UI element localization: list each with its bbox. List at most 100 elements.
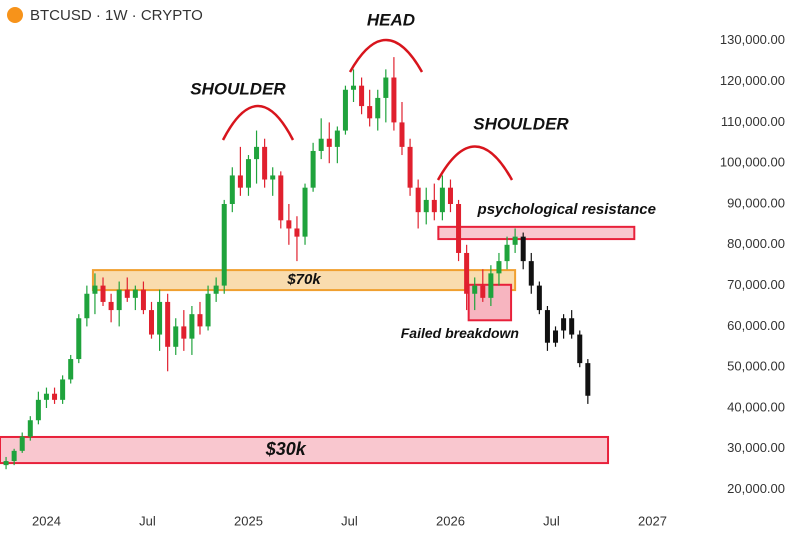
- candle-body: [351, 85, 357, 90]
- candle-body: [375, 97, 381, 119]
- candle-body: [334, 130, 340, 147]
- candle-body: [423, 199, 429, 213]
- head-arc: [348, 38, 424, 73]
- zone-label: Failed breakdown: [401, 325, 519, 341]
- x-tick-label: Jul: [341, 513, 358, 528]
- candle-body: [35, 399, 41, 421]
- candle-body: [245, 159, 251, 188]
- candle-body: [100, 285, 106, 302]
- candle-body: [76, 318, 82, 360]
- candle-body: [237, 175, 243, 188]
- candle-body: [383, 77, 389, 98]
- zone-label: psychological resistance: [477, 201, 656, 218]
- candle-body: [278, 175, 284, 221]
- y-tick-label: 100,000.00: [720, 155, 785, 170]
- candle-body: [447, 187, 453, 204]
- candle-body: [132, 289, 138, 298]
- candle-body: [165, 301, 171, 347]
- candle-body: [302, 187, 308, 237]
- candle-body: [19, 436, 25, 451]
- x-tick-label: Jul: [543, 513, 560, 528]
- candle-body: [544, 310, 550, 343]
- candle-body: [512, 236, 518, 245]
- candle-body: [270, 175, 276, 180]
- candle-body: [415, 187, 421, 213]
- candle-body: [68, 359, 74, 380]
- x-tick-label: 2024: [32, 513, 61, 528]
- coin-icon: [7, 7, 23, 23]
- candle-body: [456, 204, 462, 253]
- y-tick-label: 30,000.00: [727, 440, 785, 455]
- y-tick-label: 20,000.00: [727, 481, 785, 496]
- candle-body: [3, 461, 9, 466]
- candle-body: [52, 393, 58, 400]
- candle-body: [585, 363, 591, 396]
- candle-body: [431, 199, 437, 213]
- candle-body: [60, 379, 66, 400]
- candle-body: [181, 326, 187, 339]
- candle-body: [124, 289, 130, 298]
- x-tick-label: 2027: [638, 513, 667, 528]
- y-tick-label: 60,000.00: [727, 318, 785, 333]
- candle-body: [11, 450, 17, 462]
- candle-body: [399, 122, 405, 147]
- annotation: SHOULDER: [473, 114, 569, 133]
- candle-body: [504, 244, 510, 262]
- candle-body: [569, 318, 575, 335]
- candle-body: [520, 236, 526, 262]
- zone-label: $70k: [286, 271, 321, 288]
- x-tick-label: 2026: [436, 513, 465, 528]
- candle-body: [116, 289, 122, 311]
- candle-body: [488, 273, 494, 298]
- zone-label: $30k: [265, 439, 307, 459]
- candle-body: [229, 175, 235, 204]
- annotation: SHOULDER: [190, 79, 286, 98]
- zone: [0, 435, 610, 465]
- y-tick-label: 70,000.00: [727, 277, 785, 292]
- x-tick-label: Jul: [139, 513, 156, 528]
- candle-body: [528, 261, 534, 286]
- candle-body: [407, 146, 413, 188]
- x-tick-label: 2025: [234, 513, 263, 528]
- annotation: HEAD: [367, 10, 415, 29]
- candle-body: [221, 204, 227, 286]
- candle-body: [536, 285, 542, 311]
- candle-body: [286, 220, 292, 229]
- candle-body: [92, 285, 98, 294]
- shoulder-arc: [221, 104, 295, 141]
- candle-body: [148, 310, 155, 335]
- candle-body: [577, 334, 583, 364]
- shoulder-arc: [436, 145, 514, 181]
- y-tick-label: 50,000.00: [727, 359, 785, 374]
- candle-body: [310, 150, 316, 188]
- y-tick-label: 120,000.00: [720, 73, 785, 88]
- zone: [437, 225, 636, 241]
- candle-body: [254, 146, 260, 160]
- y-tick-label: 110,000.00: [721, 114, 785, 129]
- candle-body: [464, 252, 470, 294]
- candle-body: [27, 420, 33, 437]
- zone: [91, 269, 517, 292]
- candle-body: [43, 393, 49, 400]
- candle-body: [318, 138, 324, 151]
- candle-body: [496, 261, 502, 274]
- candle-body: [213, 285, 219, 294]
- candle-body: [439, 187, 445, 213]
- y-tick-label: 40,000.00: [727, 399, 785, 414]
- candle-body: [157, 301, 163, 335]
- candle-body: [342, 89, 348, 131]
- candle-body: [84, 293, 90, 319]
- candle-body: [140, 289, 146, 311]
- candle-body: [367, 106, 373, 119]
- y-tick-label: 130,000.00: [720, 32, 785, 47]
- candle-body: [189, 314, 195, 339]
- candle-body: [173, 326, 179, 347]
- candle-body: [205, 293, 211, 327]
- candle-body: [326, 138, 332, 147]
- candle-body: [561, 318, 567, 331]
- candle-body: [480, 285, 486, 298]
- candle-body: [108, 301, 114, 311]
- candle-body: [262, 146, 268, 180]
- y-tick-label: 90,000.00: [727, 195, 785, 210]
